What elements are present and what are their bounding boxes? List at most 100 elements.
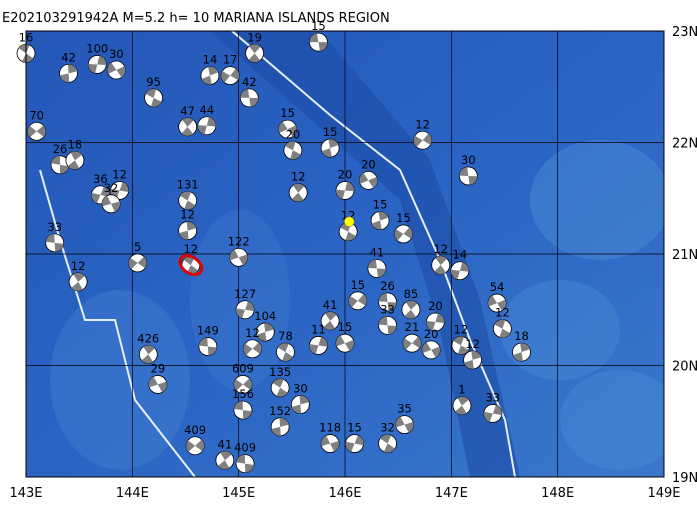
beachball-quadrant: [230, 68, 240, 81]
focal-mechanism: [198, 337, 218, 356]
focal-mechanism: [309, 32, 328, 52]
lat-label: 20N: [672, 360, 697, 375]
beachball-quadrant: [233, 379, 243, 391]
lat-label: 21N: [672, 248, 697, 263]
beachball-quadrant: [97, 55, 107, 65]
focal-mechanism: [309, 336, 328, 355]
beachball-quadrant: [229, 249, 239, 261]
beachball-quadrant: [243, 343, 253, 356]
depth-label: 15: [373, 198, 388, 212]
beachball-quadrant: [22, 53, 34, 63]
beachball-quadrant: [236, 308, 246, 319]
focal-mechanism: [431, 255, 451, 275]
depth-label: 26: [380, 279, 395, 293]
focal-mechanism: [492, 319, 512, 339]
beachball-quadrant: [354, 435, 364, 446]
depth-label: 29: [151, 361, 166, 375]
beachball-quadrant: [272, 378, 284, 388]
beachball-quadrant: [220, 451, 232, 461]
depth-label: 15: [396, 211, 411, 225]
beachball-quadrant: [321, 435, 331, 447]
beachball-quadrant: [111, 201, 121, 212]
lat-label: 23N: [672, 25, 697, 40]
beachball-quadrant: [107, 62, 117, 74]
beachball-quadrant: [36, 125, 46, 137]
beachball-quadrant: [45, 233, 55, 243]
beachball-quadrant: [88, 63, 98, 74]
focal-mechanism: [233, 375, 253, 394]
focal-mechanism: [348, 291, 368, 311]
beachball-quadrant: [70, 151, 82, 161]
beachball-quadrant: [182, 117, 194, 127]
beachball-quadrant: [434, 265, 446, 275]
beachball-quadrant: [234, 401, 243, 411]
beachball-quadrant: [277, 343, 289, 353]
beachball-quadrant: [197, 125, 207, 135]
beachball-quadrant: [323, 320, 336, 330]
beachball-quadrant: [513, 352, 523, 362]
depth-label: 32: [380, 421, 395, 435]
beachball-quadrant: [348, 295, 358, 308]
beachball-quadrant: [291, 404, 302, 414]
depth-label: 41: [218, 437, 233, 451]
beachball-quadrant: [387, 325, 397, 335]
focal-mechanism: [335, 181, 355, 200]
beachball-quadrant: [453, 336, 465, 346]
depth-label: 15: [311, 19, 326, 33]
depth-label: 15: [347, 421, 362, 435]
beachball-quadrant: [279, 417, 289, 427]
lon-label: 144E: [116, 486, 149, 501]
beachball-quadrant: [345, 441, 355, 452]
focal-mechanism: [178, 221, 198, 240]
depth-label: 11: [311, 322, 326, 336]
depth-label: 12: [291, 170, 306, 184]
beachball-quadrant: [459, 262, 469, 272]
depth-label: 14: [453, 248, 468, 262]
beachball-quadrant: [422, 342, 432, 354]
depth-label: 12: [180, 208, 195, 222]
beachball-quadrant: [403, 227, 413, 239]
lon-label: 143E: [9, 486, 42, 501]
beachball-quadrant: [110, 188, 120, 199]
beachball-quadrant: [336, 189, 345, 200]
depth-label: 18: [68, 137, 83, 151]
focal-mechanism: [106, 60, 126, 80]
beachball-quadrant: [309, 33, 319, 43]
focal-mechanism: [200, 66, 220, 85]
focal-mechanism: [395, 415, 414, 434]
beachball-quadrant: [60, 164, 69, 174]
beachball-quadrant: [256, 332, 267, 342]
beachball-quadrant: [292, 183, 305, 193]
focal-mechanism: [335, 333, 355, 353]
beachball-quadrant: [242, 410, 252, 420]
focal-mechanism: [178, 191, 198, 210]
depth-label: 609: [232, 361, 254, 375]
focal-mechanism: [345, 434, 364, 453]
focal-mechanism: [235, 454, 255, 474]
beachball-quadrant: [464, 359, 474, 369]
focal-mechanism: [270, 417, 290, 437]
lat-label: 22N: [672, 137, 697, 152]
depth-label: 15: [280, 106, 295, 120]
beachball-quadrant: [141, 354, 154, 364]
beachball-quadrant: [91, 192, 101, 204]
focal-mechanism: [367, 259, 387, 278]
focal-mechanism: [239, 88, 259, 108]
beachball-quadrant: [282, 352, 294, 362]
beachball-quadrant: [494, 319, 506, 329]
beachball-quadrant: [245, 463, 254, 473]
focal-mechanism: [483, 404, 503, 423]
beachball-quadrant: [198, 337, 208, 347]
beachball-quadrant: [426, 320, 436, 331]
beachball-quadrant: [195, 439, 205, 452]
depth-label: 409: [184, 423, 206, 437]
beachball-quadrant: [345, 231, 357, 241]
depth-label: 47: [180, 104, 195, 118]
focal-mechanism: [370, 211, 390, 230]
depth-label: 12: [495, 306, 510, 320]
focal-mechanism: [421, 340, 441, 360]
beachball-quadrant: [367, 259, 377, 269]
beachball-quadrant: [359, 172, 369, 184]
